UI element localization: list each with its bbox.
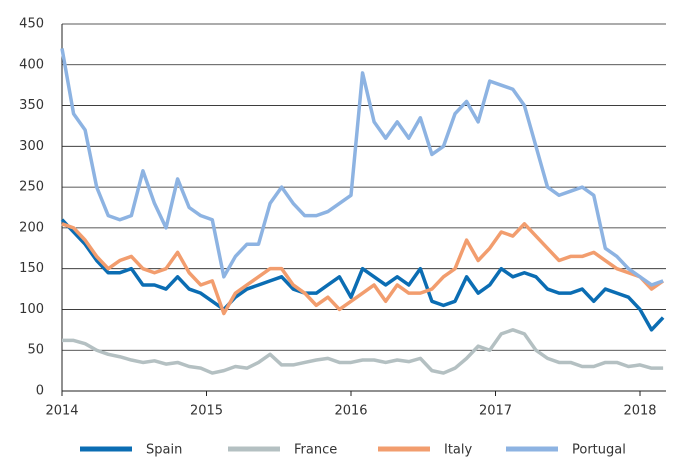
y-tick-label: 50 (27, 343, 44, 358)
x-tick-label: 2015 (190, 404, 223, 419)
y-tick-label: 300 (19, 139, 44, 154)
y-tick-label: 250 (19, 180, 44, 195)
series-line (62, 328, 664, 375)
y-tick-label: 400 (19, 57, 44, 72)
x-tick-label: 2016 (334, 404, 367, 419)
y-tick-label: 350 (19, 98, 44, 113)
legend-label: France (294, 443, 337, 457)
y-tick-label: 0 (36, 384, 44, 399)
x-tick-label: 2014 (45, 404, 78, 419)
y-tick-label: 100 (19, 302, 44, 317)
series-line (60, 218, 665, 332)
series-line (60, 48, 664, 287)
y-tick-label: 150 (19, 261, 44, 276)
y-tick-label: 200 (19, 220, 44, 235)
legend-label: Italy (444, 443, 473, 457)
legend-label: Portugal (572, 443, 626, 457)
series-line (61, 222, 665, 316)
legend-label: Spain (146, 443, 182, 457)
x-tick-label: 2018 (623, 404, 656, 419)
x-tick-label: 2017 (479, 404, 512, 419)
y-tick-label: 450 (19, 17, 44, 32)
